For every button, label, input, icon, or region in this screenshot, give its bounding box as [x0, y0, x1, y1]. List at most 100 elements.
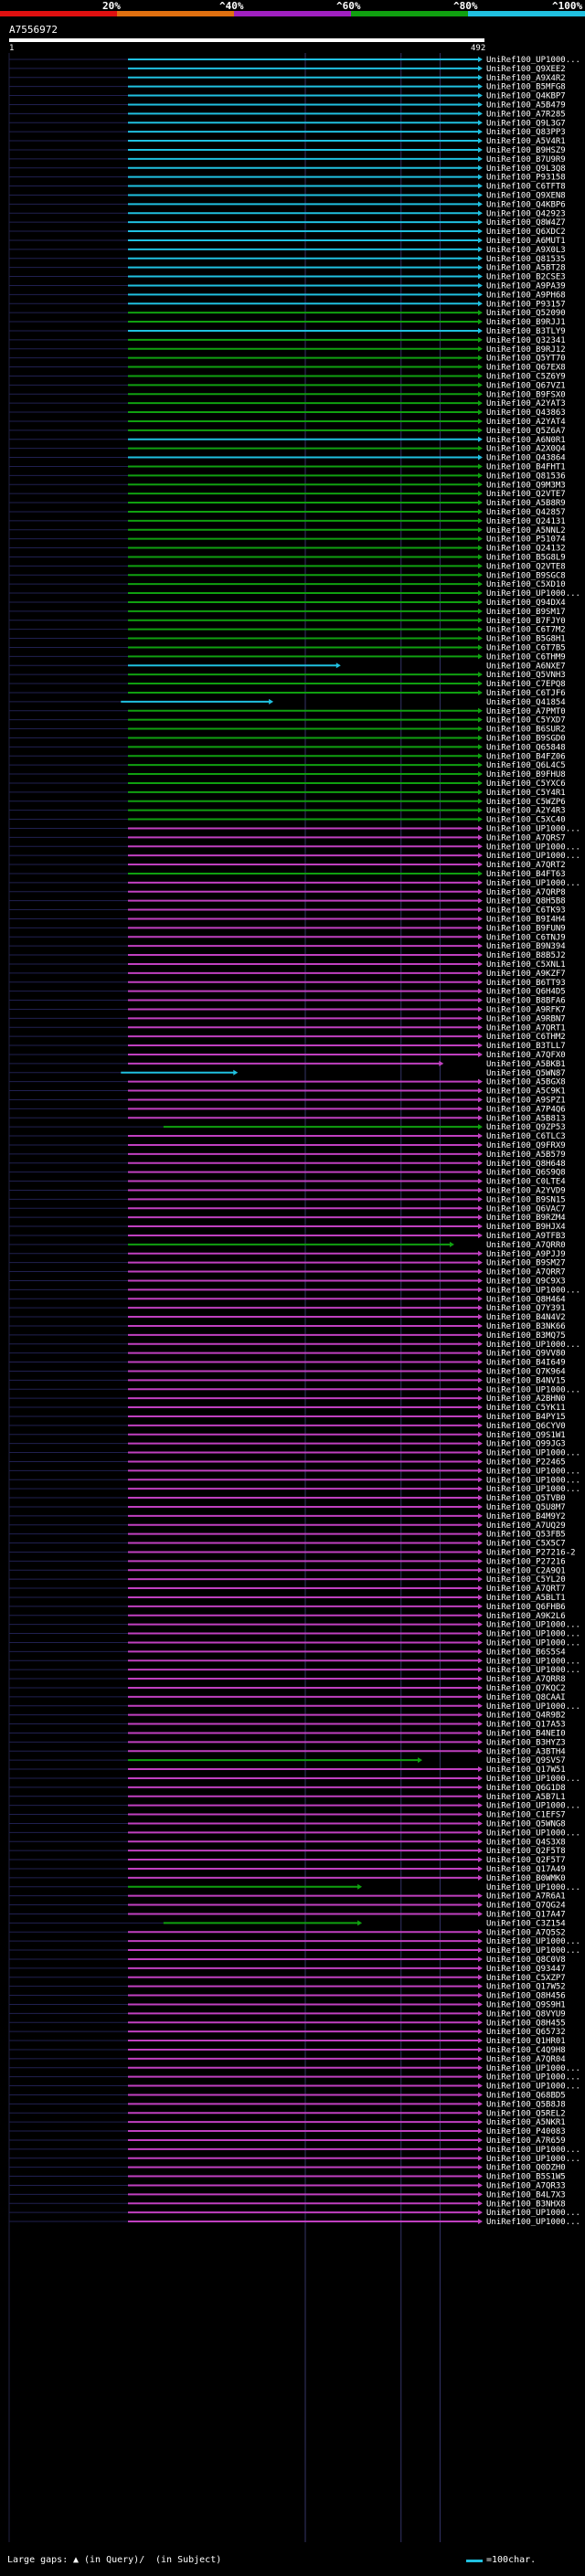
hit-label[interactable]: UniRef100_Q2F5T7: [486, 1856, 566, 1865]
hit-label[interactable]: UniRef100_A5B579: [486, 1150, 566, 1160]
hit-label[interactable]: UniRef100_C6THM9: [486, 652, 566, 662]
hit-label[interactable]: UniRef100_B9SM27: [486, 1259, 566, 1268]
hit-label[interactable]: UniRef100_A2YAT3: [486, 399, 566, 408]
hit-label[interactable]: UniRef100_Q9L3G7: [486, 119, 566, 128]
hit-label[interactable]: UniRef100_UP1000...: [486, 1883, 580, 1892]
hit-label[interactable]: UniRef100_A2YAT4: [486, 418, 566, 427]
hit-label[interactable]: UniRef100_C6TNJ9: [486, 933, 566, 942]
hit-label[interactable]: UniRef100_A9RBN7: [486, 1014, 566, 1023]
hit-label[interactable]: UniRef100_B4FHT1: [486, 462, 566, 472]
hit-label[interactable]: UniRef100_A9KZF7: [486, 970, 566, 979]
hit-label[interactable]: UniRef100_B4M9Y2: [486, 1512, 566, 1521]
hit-label[interactable]: UniRef100_Q83PP3: [486, 128, 566, 137]
hit-label[interactable]: UniRef100_Q8H648: [486, 1160, 566, 1169]
hit-label[interactable]: UniRef100_UP1000...: [486, 1476, 580, 1485]
hit-label[interactable]: UniRef100_A9K2L6: [486, 1612, 566, 1621]
hit-label[interactable]: UniRef100_A7QRS7: [486, 833, 566, 843]
hit-label[interactable]: UniRef100_P93157: [486, 300, 566, 309]
hit-label[interactable]: UniRef100_A2YVD9: [486, 1186, 566, 1195]
hit-label[interactable]: UniRef100_A7QRT7: [486, 1585, 566, 1594]
hit-label[interactable]: UniRef100_UP1000...: [486, 1286, 580, 1295]
hit-label[interactable]: UniRef100_C4Q9H8: [486, 2046, 566, 2055]
hit-label[interactable]: UniRef100_A7R659: [486, 2136, 566, 2146]
hit-label[interactable]: UniRef100_Q8VYU9: [486, 2009, 566, 2019]
hit-label[interactable]: UniRef100_UP1000...: [486, 1775, 580, 1784]
hit-label[interactable]: UniRef100_Q5REL2: [486, 2109, 566, 2118]
hit-label[interactable]: UniRef100_A3BTH4: [486, 1747, 566, 1756]
hit-label[interactable]: UniRef100_B4FZ06: [486, 752, 566, 761]
hit-label[interactable]: UniRef100_C5XC40: [486, 816, 566, 825]
hit-label[interactable]: UniRef100_UP1000...: [486, 1946, 580, 1956]
hit-label[interactable]: UniRef100_UP1000...: [486, 1341, 580, 1350]
hit-label[interactable]: UniRef100_A7R285: [486, 110, 566, 119]
hit-label[interactable]: UniRef100_A7QFX0: [486, 1051, 566, 1060]
hit-label[interactable]: UniRef100_A7P4Q6: [486, 1105, 566, 1114]
hit-label[interactable]: UniRef100_Q32341: [486, 336, 566, 345]
hit-label[interactable]: UniRef100_A6N0R1: [486, 436, 566, 445]
hit-label[interactable]: UniRef100_B9SM17: [486, 608, 566, 617]
hit-label[interactable]: UniRef100_A6MUT1: [486, 237, 566, 246]
hit-label[interactable]: UniRef100_B9HJX4: [486, 1223, 566, 1232]
hit-label[interactable]: UniRef100_B7FJY0: [486, 617, 566, 626]
hit-label[interactable]: UniRef100_UP1000...: [486, 2209, 580, 2218]
hit-label[interactable]: UniRef100_B7U9R9: [486, 155, 566, 164]
hit-label[interactable]: UniRef100_A9PH68: [486, 291, 566, 300]
hit-label[interactable]: UniRef100_UP1000...: [486, 852, 580, 861]
hit-label[interactable]: UniRef100_UP1000...: [486, 1485, 580, 1494]
hit-label[interactable]: UniRef100_C6T7B5: [486, 643, 566, 652]
hit-label[interactable]: UniRef100_A7QR04: [486, 2055, 566, 2064]
hit-label[interactable]: UniRef100_UP1000...: [486, 1937, 580, 1946]
hit-label[interactable]: UniRef100_A2X0Q4: [486, 445, 566, 454]
hit-label[interactable]: UniRef100_Q5VNH3: [486, 671, 566, 680]
hit-label[interactable]: UniRef100_Q9S9H1: [486, 2000, 566, 2009]
hit-label[interactable]: UniRef100_C7EPQ8: [486, 680, 566, 689]
hit-label[interactable]: UniRef100_Q9FRX9: [486, 1141, 566, 1150]
hit-label[interactable]: UniRef100_UP1000...: [486, 1802, 580, 1811]
hit-label[interactable]: UniRef100_Q81536: [486, 472, 566, 481]
hit-label[interactable]: UniRef100_B9SN15: [486, 1195, 566, 1204]
hit-label[interactable]: UniRef100_Q65732: [486, 2028, 566, 2037]
hit-label[interactable]: UniRef100_B9I4H4: [486, 915, 566, 924]
hit-label[interactable]: UniRef100_P40083: [486, 2127, 566, 2136]
hit-label[interactable]: UniRef100_UP1000...: [486, 1467, 580, 1476]
hit-label[interactable]: UniRef100_A5NKR1: [486, 2118, 566, 2127]
hit-label[interactable]: UniRef100_A5BGX8: [486, 1078, 566, 1087]
hit-label[interactable]: UniRef100_Q4KBP6: [486, 200, 566, 209]
hit-label[interactable]: UniRef100_Q9C9X3: [486, 1277, 566, 1286]
hit-label[interactable]: UniRef100_Q41854: [486, 698, 566, 707]
hit-label[interactable]: UniRef100_Q94DX4: [486, 599, 566, 608]
hit-label[interactable]: UniRef100_B4NV15: [486, 1376, 566, 1385]
hit-label[interactable]: UniRef100_Q9XEE2: [486, 65, 566, 74]
hit-label[interactable]: UniRef100_C5Y4R1: [486, 789, 566, 798]
hit-label[interactable]: UniRef100_B8BFA6: [486, 997, 566, 1006]
hit-label[interactable]: UniRef100_B5MFG8: [486, 83, 566, 92]
hit-label[interactable]: UniRef100_UP1000...: [486, 2146, 580, 2155]
hit-label[interactable]: UniRef100_A7PMT0: [486, 707, 566, 716]
hit-label[interactable]: UniRef100_A7R6A1: [486, 1892, 566, 1902]
hit-label[interactable]: UniRef100_B9FHU8: [486, 770, 566, 779]
hit-label[interactable]: UniRef100_UP1000...: [486, 1657, 580, 1666]
hit-label[interactable]: UniRef100_A2Y4R3: [486, 807, 566, 816]
hit-label[interactable]: UniRef100_C6TFT8: [486, 183, 566, 192]
hit-label[interactable]: UniRef100_A5V4R1: [486, 137, 566, 146]
hit-label[interactable]: UniRef100_Q17W51: [486, 1765, 566, 1775]
hit-label[interactable]: UniRef100_Q6H4D5: [486, 988, 566, 997]
hit-label[interactable]: UniRef100_B5G8H1: [486, 635, 566, 644]
hit-label[interactable]: UniRef100_A9X0L3: [486, 246, 566, 255]
hit-label[interactable]: UniRef100_UP1000...: [486, 824, 580, 833]
hit-label[interactable]: UniRef100_C6TJF6: [486, 689, 566, 698]
hit-label[interactable]: UniRef100_Q17W52: [486, 1983, 566, 1992]
hit-label[interactable]: UniRef100_Q17A49: [486, 1865, 566, 1874]
hit-label[interactable]: UniRef100_Q5Z6A7: [486, 427, 566, 436]
hit-label[interactable]: UniRef100_A7UQ29: [486, 1521, 566, 1531]
hit-label[interactable]: UniRef100_B8B5J2: [486, 951, 566, 960]
hit-label[interactable]: UniRef100_B4PY15: [486, 1413, 566, 1422]
hit-label[interactable]: UniRef100_B3TLL7: [486, 1042, 566, 1051]
hit-label[interactable]: UniRef100_Q99JG3: [486, 1440, 566, 1449]
hit-label[interactable]: UniRef100_B6S5S4: [486, 1648, 566, 1657]
hit-label[interactable]: UniRef100_Q5WN87: [486, 1069, 566, 1078]
hit-label[interactable]: UniRef100_C1EFS7: [486, 1811, 566, 1820]
hit-label[interactable]: UniRef100_A6NXE7: [486, 662, 566, 671]
hit-label[interactable]: UniRef100_Q9VV80: [486, 1350, 566, 1359]
hit-label[interactable]: UniRef100_A9SPZ1: [486, 1096, 566, 1105]
